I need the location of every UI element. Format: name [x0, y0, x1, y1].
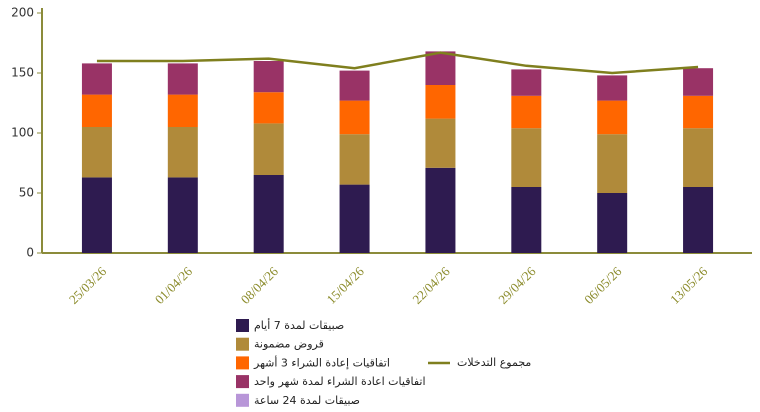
x-tick-label: 29/04/26: [495, 263, 539, 307]
y-tick-label: 0: [26, 246, 34, 260]
bar-segment: [167, 94, 198, 127]
bar-segment: [339, 70, 370, 101]
x-tick-label: 15/04/26: [323, 263, 367, 307]
bar-segment: [511, 187, 542, 253]
y-tick-label: 50: [19, 186, 34, 200]
bar-segment: [683, 95, 714, 129]
legend-label: صبيقات لمدة 24 ساعة: [254, 394, 360, 407]
legend-swatch: [236, 356, 249, 370]
x-tick-label: 22/04/26: [409, 263, 453, 307]
legend-swatch: [236, 319, 249, 332]
y-tick-label: 200: [11, 6, 34, 20]
x-tick-label: 13/05/26: [667, 263, 711, 307]
legend-swatch: [236, 337, 249, 351]
bar-segment: [425, 167, 456, 253]
bar-segment: [511, 95, 542, 129]
bar-segment: [253, 61, 284, 93]
y-tick-label: 150: [11, 66, 34, 80]
bar-segment: [167, 63, 198, 95]
legend-label: اتفاقيات اعادة الشراء لمدة شهر واحد: [254, 375, 426, 388]
bar-segment: [425, 85, 456, 119]
bar-segment: [425, 51, 456, 85]
legend-swatch: [236, 375, 249, 389]
bar-segment: [597, 100, 628, 135]
legend-label: مجموع التدخلات: [457, 356, 531, 369]
legend-swatch: [236, 393, 249, 407]
bar-segment: [167, 127, 198, 178]
x-tick-label: 01/04/26: [152, 263, 196, 307]
bar-segment: [683, 187, 714, 253]
bar-segment: [683, 128, 714, 187]
bar-segment: [597, 134, 628, 193]
bar-segment: [511, 69, 542, 96]
bar-segment: [81, 127, 112, 178]
bar-segment: [425, 118, 456, 168]
bar-segment: [339, 184, 370, 253]
bar-segment: [339, 134, 370, 185]
y-tick-label: 100: [11, 126, 34, 140]
bar-segment: [253, 123, 284, 175]
bar-segment: [511, 128, 542, 187]
bar-segment: [597, 193, 628, 253]
legend-label: صبيقات لمدة 7 أيام: [254, 318, 344, 332]
bar-segment: [81, 94, 112, 127]
x-tick-label: 25/03/26: [66, 263, 110, 307]
bar-segment: [683, 68, 714, 96]
total-line: [96, 51, 699, 75]
legend-label: قروض مضمونة: [254, 338, 324, 351]
bar-segment: [81, 63, 112, 95]
bar-segment: [167, 177, 198, 253]
legend-label: اتفاقيات إعادة الشراء 3 أشهر: [253, 355, 390, 369]
bar-segment: [597, 75, 628, 101]
bar-segment: [81, 177, 112, 253]
x-tick-label: 06/05/26: [581, 263, 625, 307]
bar-segment: [339, 100, 370, 135]
x-tick-label: 08/04/26: [238, 263, 282, 307]
bar-segment: [253, 175, 284, 253]
bar-segment: [253, 92, 284, 124]
